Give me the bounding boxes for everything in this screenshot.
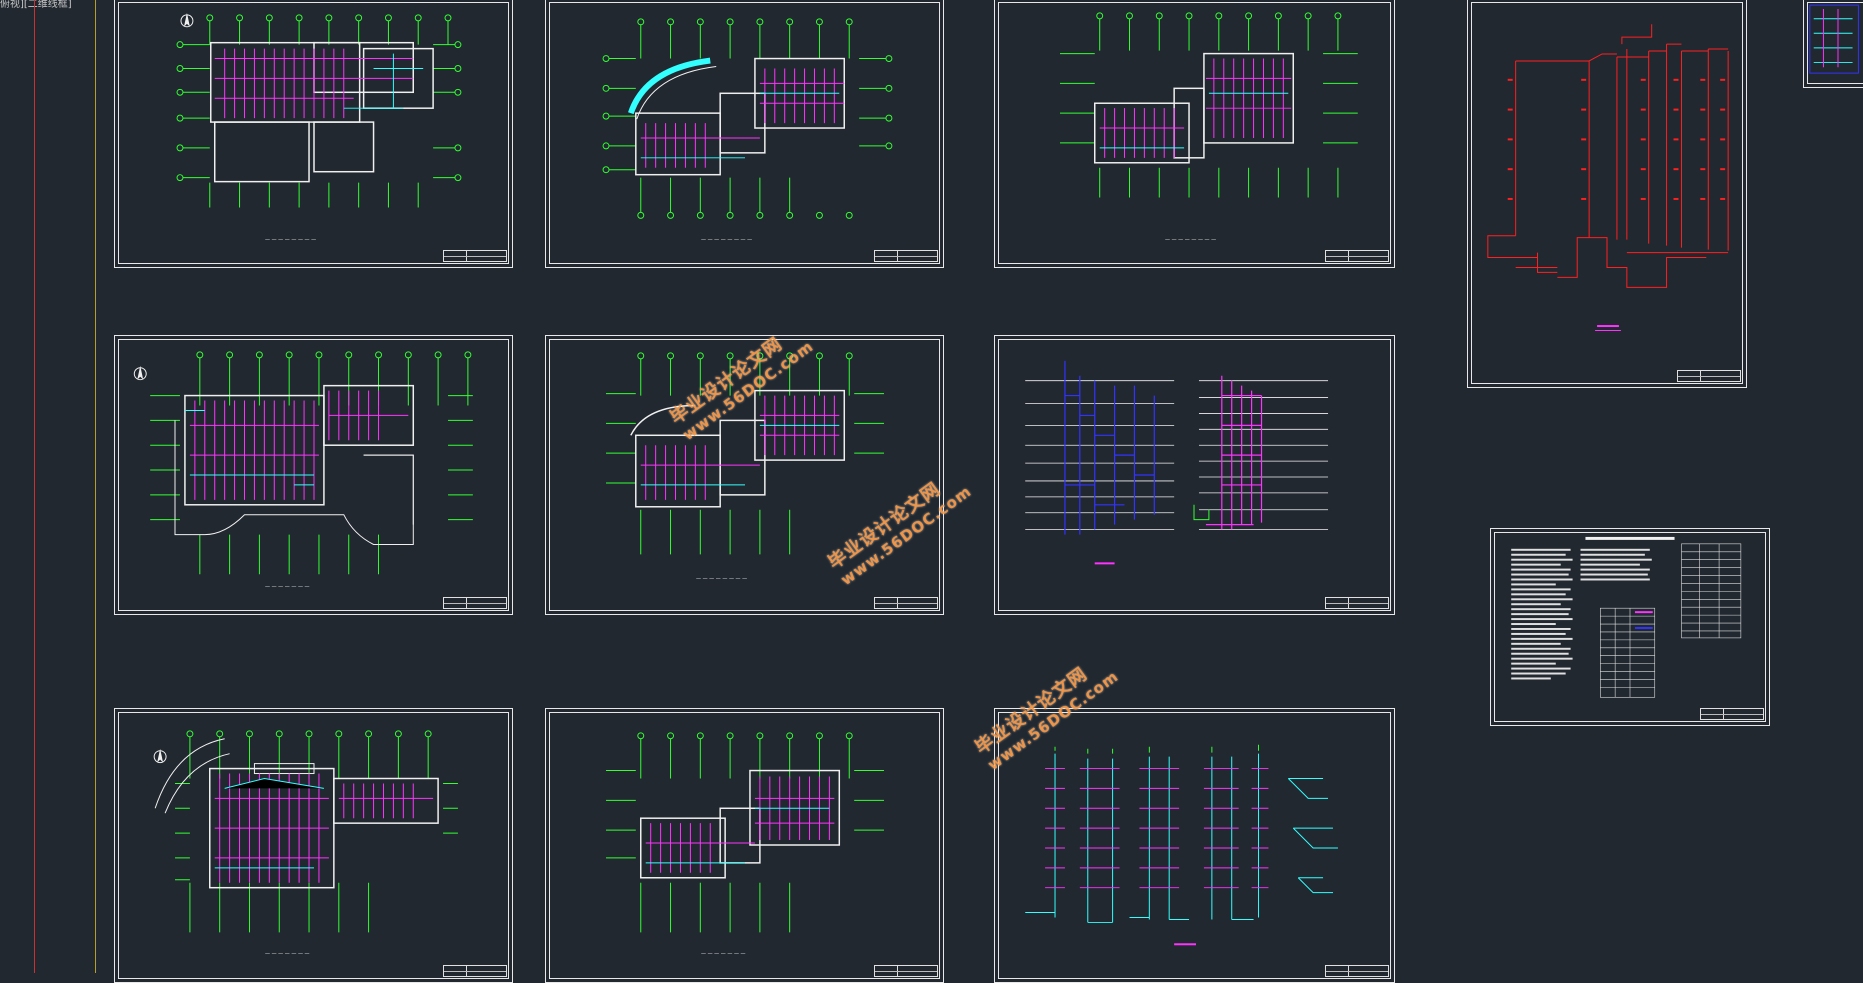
floor-plan-drawing — [605, 352, 884, 555]
sheet-floor-plan-2[interactable]: — — — — — — — — — [545, 0, 944, 268]
sheet-caption: — — — — — — — — — [701, 237, 753, 243]
title-block — [874, 965, 938, 977]
sheet-floor-plan-6[interactable]: — — — — — — — — [114, 708, 513, 983]
title-block — [1700, 708, 1764, 720]
ucs-axis-red-line — [34, 0, 35, 973]
sheet-caption: — — — — — — — — — [696, 576, 748, 582]
title-block — [874, 597, 938, 609]
title-block — [443, 965, 507, 977]
floor-plan-drawing — [133, 351, 473, 575]
red-riser-drawing — [1487, 24, 1729, 332]
riser-drawing — [1025, 360, 1329, 565]
sheet-floor-plan-7[interactable]: — — — — — — — — [545, 708, 944, 983]
sheet-caption: — — — — — — — — [265, 951, 310, 957]
sheet-caption: — — — — — — — — — [1165, 237, 1217, 243]
viewport-label[interactable]: 俯视][二维线框] — [0, 0, 72, 10]
ucs-axis-yellow-line — [95, 0, 96, 973]
sheet-floor-plan-1[interactable]: — — — — — — — — — [114, 0, 513, 268]
sheet-partial[interactable] — [1803, 0, 1863, 88]
sheet-floor-plan-3[interactable]: — — — — — — — — — [994, 0, 1395, 268]
sheet-riser-diagram-1[interactable] — [994, 335, 1395, 615]
title-block — [1677, 370, 1741, 382]
title-block — [443, 597, 507, 609]
floor-plan-drawing — [153, 730, 458, 933]
sheet-caption: — — — — — — — — [265, 584, 310, 590]
floor-plan-drawing — [606, 732, 884, 933]
sheet-design-notes[interactable] — [1490, 528, 1770, 726]
sheet-red-riser-diagram[interactable] — [1467, 0, 1747, 388]
sheet-riser-diagram-2[interactable] — [994, 708, 1395, 983]
title-block — [1325, 597, 1389, 609]
title-block — [1325, 250, 1389, 262]
floor-plan-drawing — [602, 18, 893, 219]
title-block — [443, 250, 507, 262]
floor-plan-drawing — [1060, 12, 1358, 198]
floor-plan-drawing — [176, 12, 462, 208]
sheet-caption: — — — — — — — — [701, 951, 746, 957]
sheet-floor-plan-5[interactable]: — — — — — — — — — [545, 335, 944, 615]
title-block — [1325, 965, 1389, 977]
partial-drawing — [1809, 4, 1859, 74]
riser-drawing — [1025, 744, 1338, 946]
design-notes-drawing — [1511, 536, 1742, 698]
sheet-caption: — — — — — — — — — [265, 237, 317, 243]
sheet-floor-plan-4[interactable]: — — — — — — — — [114, 335, 513, 615]
title-block — [874, 250, 938, 262]
